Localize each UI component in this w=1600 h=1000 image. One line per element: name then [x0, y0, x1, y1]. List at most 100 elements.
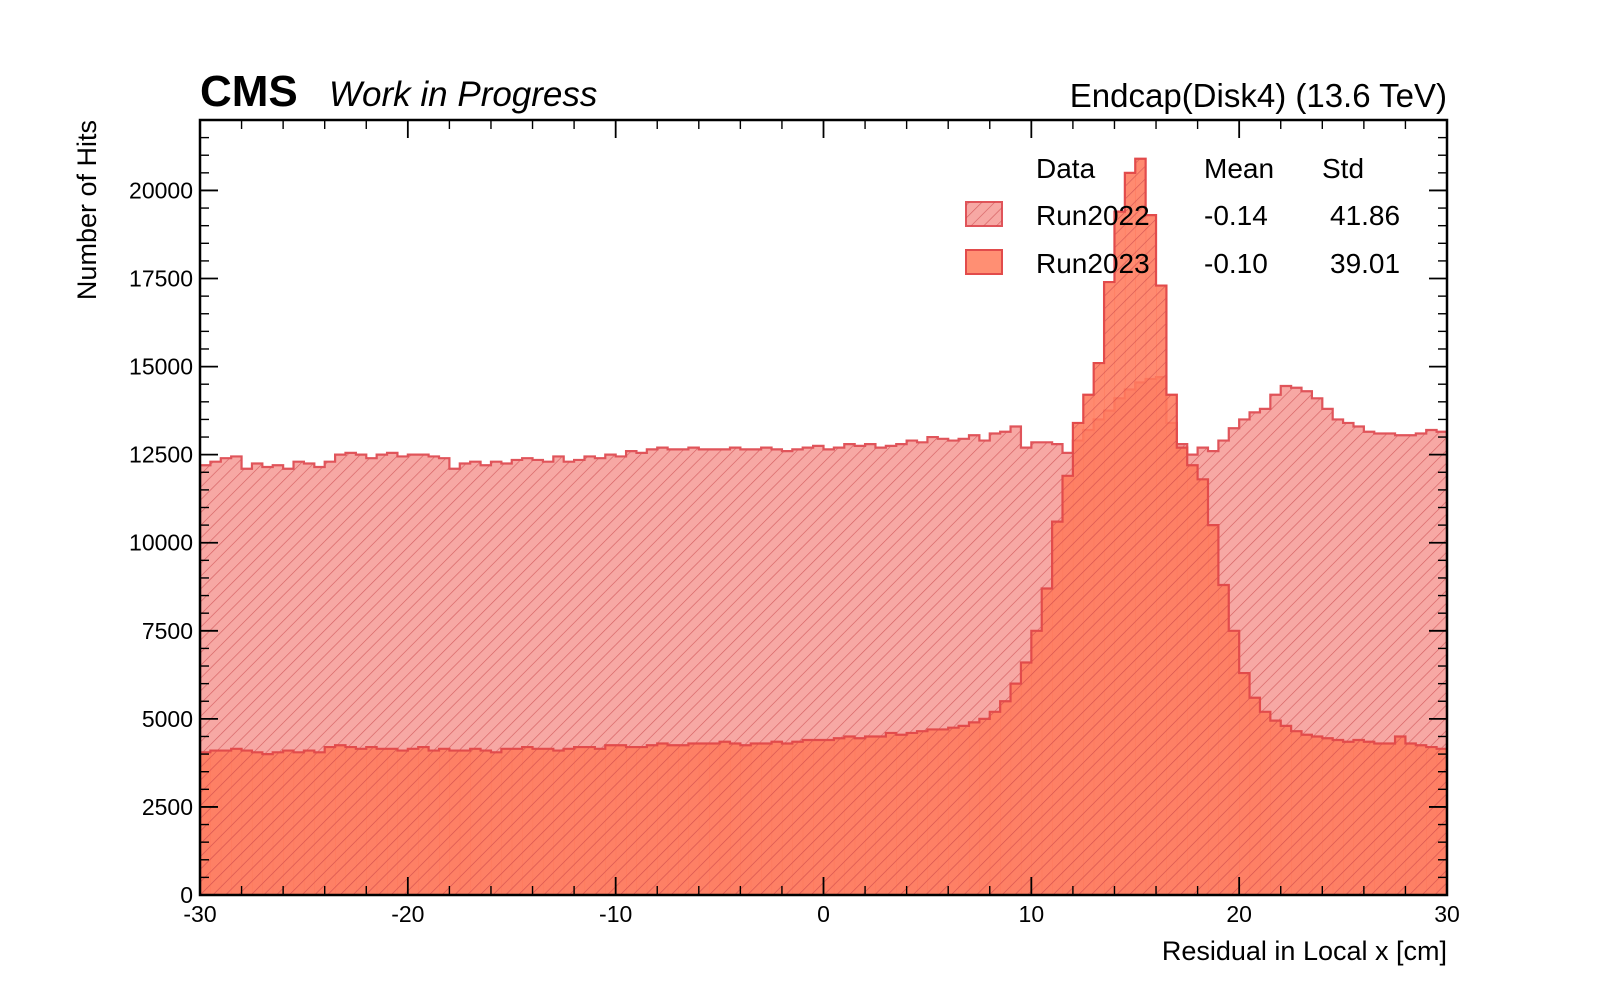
bar-hatch-run2023	[1343, 741, 1355, 895]
bar-hatch-run2023	[1311, 736, 1323, 895]
bar-hatch-run2023	[324, 747, 336, 895]
bar-hatch-run2022	[449, 468, 461, 895]
bar-hatch-run2023	[875, 736, 887, 895]
bar-hatch-run2022	[844, 444, 856, 895]
bar-hatch-run2022	[937, 438, 949, 895]
bar-hatch-run2023	[584, 747, 596, 895]
bar-hatch-run2023	[511, 748, 523, 895]
bar-hatch-run2022	[1332, 419, 1344, 895]
bar-hatch-run2023	[1363, 741, 1375, 895]
bar-hatch-run2023	[200, 752, 211, 895]
bar-hatch-run2022	[345, 452, 357, 895]
bar-hatch-run2022	[418, 454, 430, 895]
bar-hatch-run2023	[293, 752, 305, 895]
bar-hatch-run2022	[968, 435, 980, 895]
x-tick-label: 0	[817, 901, 830, 927]
legend-label-run2023: Run2023	[1036, 248, 1150, 279]
legend-std-run2022: 41.86	[1330, 200, 1400, 231]
bar-hatch-run2023	[833, 738, 845, 895]
bar-hatch-run2023	[387, 748, 399, 895]
bar-hatch-run2022	[927, 437, 939, 895]
bar-hatch-run2023	[646, 745, 658, 895]
bar-hatch-run2023	[1156, 285, 1168, 895]
bar-hatch-run2022	[958, 438, 970, 895]
bar-hatch-run2022	[407, 454, 419, 895]
bar-hatch-run2022	[501, 463, 513, 895]
bar-hatch-run2023	[1291, 731, 1303, 895]
x-tick-label: 10	[1019, 901, 1045, 927]
bar-hatch-run2023	[1249, 697, 1261, 895]
bar-hatch-run2023	[781, 743, 793, 895]
bar-hatch-run2022	[1010, 426, 1022, 895]
bar-hatch-run2023	[251, 752, 263, 895]
bar-hatch-run2023	[1218, 585, 1230, 895]
bar-hatch-run2023	[615, 745, 627, 895]
bar-hatch-run2023	[844, 736, 856, 895]
bar-hatch-run2022	[1353, 426, 1365, 895]
bar-hatch-run2023	[968, 722, 980, 895]
bar-hatch-run2022	[272, 465, 284, 895]
bar-hatch-run2022	[1291, 387, 1303, 895]
bar-hatch-run2023	[729, 743, 741, 895]
bar-hatch-run2023	[345, 747, 357, 895]
bar-hatch-run2022	[1311, 398, 1323, 895]
bar-hatch-run2022	[1436, 431, 1447, 895]
bar-hatch-run2023	[553, 750, 565, 895]
bar-hatch-run2023	[1353, 740, 1365, 895]
bar-hatch-run2022	[220, 458, 232, 895]
series-layer	[200, 157, 1447, 895]
bar-hatch-run2023	[522, 747, 534, 895]
bar-hatch-run2022	[1363, 431, 1375, 895]
bar-hatch-run2023	[1176, 447, 1188, 895]
bar-hatch-run2022	[1259, 408, 1271, 895]
bar-hatch-run2022	[1384, 433, 1396, 895]
bar-hatch-run2023	[813, 740, 825, 895]
x-tick-label: 30	[1434, 901, 1460, 927]
bar-hatch-run2022	[615, 456, 627, 895]
bar-hatch-run2022	[698, 449, 710, 895]
bar-hatch-run2022	[667, 449, 679, 895]
bar-hatch-run2022	[542, 461, 554, 895]
bar-hatch-run2022	[771, 449, 783, 895]
bar-hatch-run2022	[823, 449, 835, 895]
bar-hatch-run2023	[1062, 475, 1074, 895]
bar-hatch-run2023	[1114, 211, 1126, 895]
legend: Data Mean Std Run2022 -0.14 41.86 Run202…	[965, 153, 1400, 279]
bar-hatch-run2023	[937, 729, 949, 895]
bar-hatch-run2022	[553, 456, 565, 895]
y-tick-label: 2500	[142, 794, 193, 820]
bar-hatch-run2023	[885, 732, 897, 895]
legend-std-run2023: 39.01	[1330, 248, 1400, 279]
bar-hatch-run2022	[761, 447, 773, 895]
bar-hatch-run2023	[439, 748, 450, 895]
bar-hatch-run2023	[1280, 725, 1292, 895]
bar-hatch-run2023	[1405, 743, 1417, 895]
bar-hatch-run2023	[241, 750, 253, 895]
bar-hatch-run2022	[231, 456, 243, 895]
bar-hatch-run2023	[1395, 736, 1407, 895]
bar-hatch-run2023	[1093, 363, 1105, 895]
bar-hatch-run2023	[532, 748, 544, 895]
bar-hatch-run2023	[1384, 743, 1396, 895]
bar-hatch-run2023	[574, 747, 586, 895]
bar-hatch-run2022	[865, 444, 877, 895]
y-axis-title: Number of Hits	[72, 120, 102, 300]
bar-hatch-run2023	[1187, 465, 1199, 895]
bar-hatch-run2022	[906, 440, 918, 895]
bar-hatch-run2022	[885, 445, 897, 895]
bar-hatch-run2023	[792, 741, 804, 895]
bar-hatch-run2022	[896, 444, 908, 895]
bar-hatch-run2023	[376, 748, 388, 895]
bar-hatch-run2022	[324, 461, 336, 895]
bar-hatch-run2022	[802, 447, 814, 895]
bar-hatch-run2022	[522, 458, 534, 895]
bar-hatch-run2022	[740, 449, 752, 895]
bar-hatch-run2023	[303, 750, 315, 895]
bar-hatch-run2022	[709, 449, 721, 895]
bar-hatch-run2023	[1426, 747, 1438, 895]
bar-hatch-run2023	[1135, 158, 1147, 895]
bar-hatch-run2023	[490, 752, 502, 895]
bar-hatch-run2023	[802, 740, 814, 895]
bar-hatch-run2023	[1020, 662, 1032, 895]
